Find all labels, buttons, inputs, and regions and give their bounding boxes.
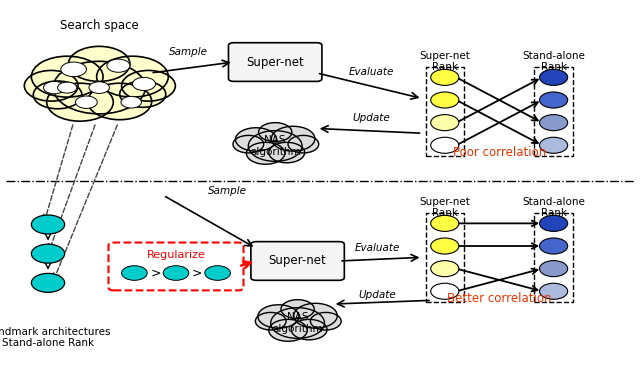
Circle shape [310, 312, 341, 330]
Circle shape [31, 215, 65, 234]
Text: Super-net
Rank: Super-net Rank [419, 197, 470, 218]
Circle shape [258, 305, 299, 328]
Circle shape [24, 70, 78, 101]
Circle shape [540, 137, 568, 153]
Circle shape [68, 46, 130, 81]
Text: Poor correlation: Poor correlation [452, 146, 546, 158]
Circle shape [431, 261, 459, 277]
Text: Super-net
Rank: Super-net Rank [419, 51, 470, 72]
Circle shape [205, 266, 230, 280]
Text: Sample: Sample [208, 187, 247, 196]
FancyBboxPatch shape [228, 43, 322, 81]
Text: Super-net: Super-net [269, 254, 326, 268]
Circle shape [31, 56, 103, 97]
Circle shape [121, 96, 141, 108]
Circle shape [61, 62, 86, 77]
Bar [534, 212, 573, 302]
Circle shape [122, 266, 147, 280]
Circle shape [58, 82, 77, 93]
Circle shape [120, 81, 166, 107]
Circle shape [233, 135, 264, 153]
Circle shape [31, 244, 65, 263]
Text: Evaluate: Evaluate [349, 67, 394, 77]
Text: Stand-alone
Rank: Stand-alone Rank [522, 51, 585, 72]
Circle shape [540, 115, 568, 131]
Circle shape [89, 82, 109, 93]
Circle shape [291, 319, 327, 340]
Text: Search space: Search space [60, 19, 139, 32]
Text: Super-net: Super-net [246, 55, 304, 69]
Circle shape [246, 142, 285, 164]
Circle shape [107, 59, 130, 72]
Circle shape [294, 303, 337, 328]
Bar [426, 66, 464, 156]
Circle shape [281, 300, 314, 319]
Circle shape [540, 283, 568, 299]
Circle shape [431, 137, 459, 153]
Bar [534, 66, 573, 156]
Circle shape [248, 131, 302, 161]
Circle shape [540, 215, 568, 231]
Circle shape [47, 83, 113, 121]
Circle shape [255, 312, 286, 330]
Circle shape [431, 215, 459, 231]
Circle shape [53, 61, 145, 114]
Circle shape [269, 319, 307, 341]
Circle shape [259, 123, 292, 142]
Circle shape [236, 128, 276, 151]
Text: Better correlation: Better correlation [447, 292, 552, 304]
Text: Update: Update [353, 114, 390, 123]
Circle shape [31, 273, 65, 292]
Circle shape [540, 69, 568, 85]
Circle shape [97, 56, 168, 97]
Text: Sample: Sample [170, 47, 208, 57]
Circle shape [540, 261, 568, 277]
Text: NAS
algorithm: NAS algorithm [250, 135, 301, 157]
Circle shape [431, 69, 459, 85]
Circle shape [76, 96, 97, 108]
Text: Evaluate: Evaluate [355, 243, 400, 253]
FancyBboxPatch shape [109, 242, 244, 291]
Text: Regularize: Regularize [147, 250, 205, 261]
Text: Stand-alone
Rank: Stand-alone Rank [522, 197, 585, 218]
Circle shape [88, 83, 152, 120]
Circle shape [431, 92, 459, 108]
Circle shape [163, 266, 189, 280]
Bar [426, 212, 464, 302]
Circle shape [271, 308, 324, 338]
Circle shape [269, 142, 305, 163]
Circle shape [288, 135, 319, 153]
Text: >: > [192, 266, 202, 280]
Circle shape [122, 70, 175, 101]
FancyBboxPatch shape [251, 242, 344, 280]
Circle shape [132, 77, 156, 91]
Circle shape [431, 238, 459, 254]
Circle shape [271, 126, 315, 151]
Text: Landmark architectures
Stand-alone Rank: Landmark architectures Stand-alone Rank [0, 327, 110, 349]
Circle shape [44, 81, 65, 94]
Circle shape [540, 238, 568, 254]
Circle shape [540, 92, 568, 108]
Circle shape [33, 81, 82, 109]
Text: Update: Update [359, 290, 396, 300]
Circle shape [431, 115, 459, 131]
Text: >: > [150, 266, 161, 280]
Text: NAS
algorithm: NAS algorithm [272, 312, 323, 334]
Circle shape [431, 283, 459, 299]
